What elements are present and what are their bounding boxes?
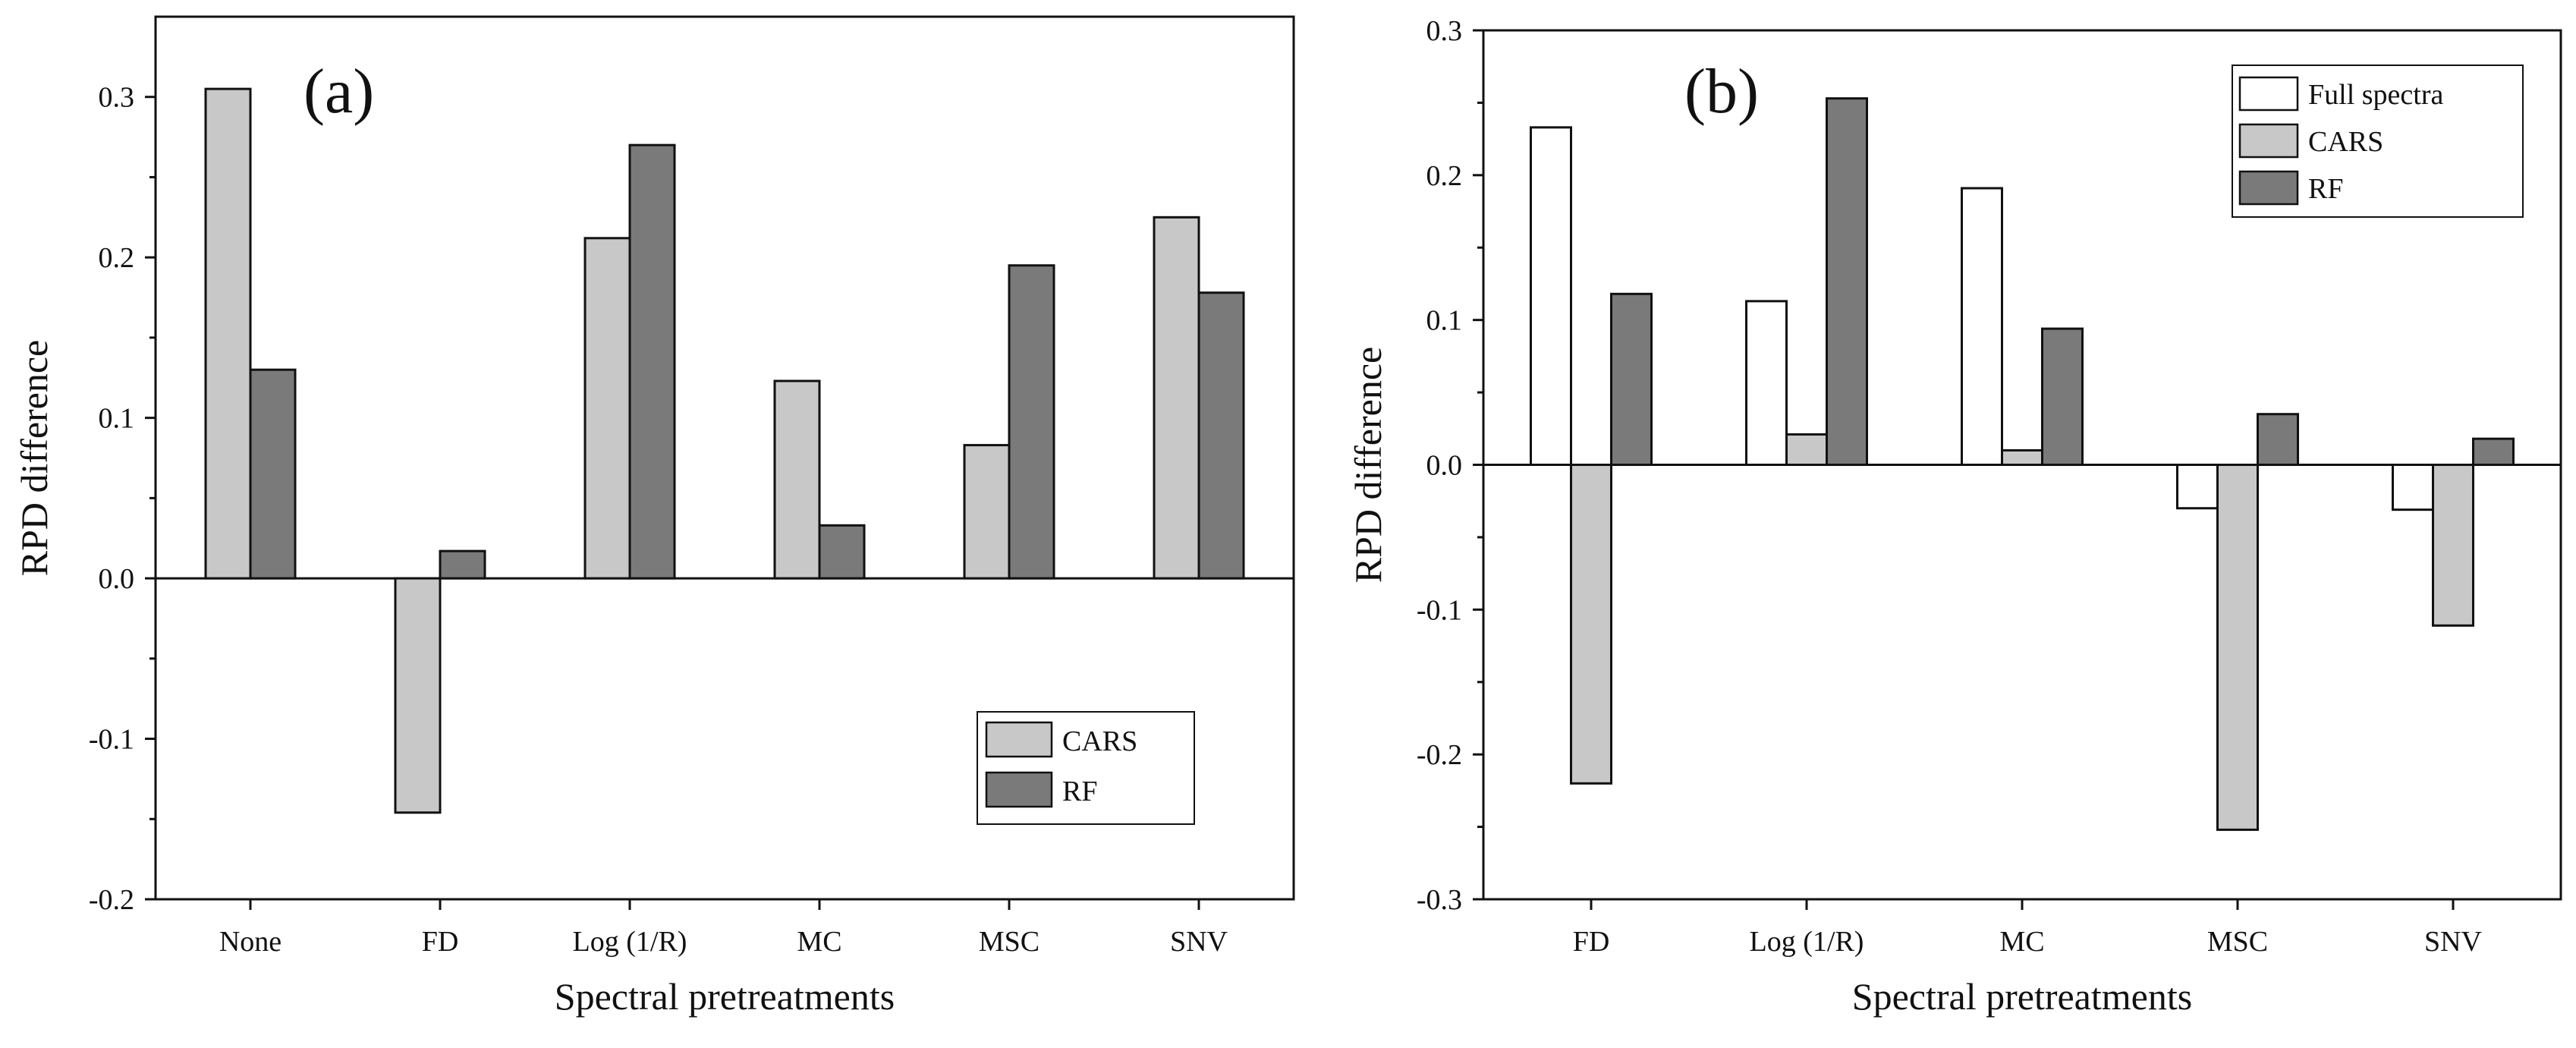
bar-cars-snv — [2432, 464, 2474, 627]
x-tick-label: MSC — [979, 926, 1040, 958]
x-tick-label: MSC — [2207, 926, 2268, 958]
y-tick-label: -0.2 — [1417, 739, 1462, 771]
bar-full-spectra-log-1-r — [1745, 300, 1788, 466]
y-tick-label: 0.2 — [99, 242, 135, 274]
bar-full-spectra-mc — [1961, 187, 2003, 466]
x-tick-label: FD — [422, 926, 459, 958]
bar-rf-mc — [818, 524, 866, 580]
bar-full-spectra-fd — [1530, 126, 1572, 466]
bar-rf-fd — [439, 549, 486, 580]
bar-rf-none — [249, 368, 297, 580]
legend-swatch-rf — [985, 771, 1053, 808]
bar-rf-msc — [1008, 264, 1055, 580]
legend-label-cars: CARS — [2308, 126, 2383, 158]
bar-rf-fd — [1610, 292, 1653, 467]
chart-panel-a: -0.2 -0.1 0.0 0.1 0.2 0.3 None FD Log (1/R) MC MSC… — [13, 15, 1295, 1018]
bar-cars-none — [204, 87, 252, 580]
bar-cars-msc — [2216, 464, 2259, 831]
bar-rf-mc — [2041, 327, 2084, 466]
legend-label-rf: RF — [2308, 173, 2343, 205]
y-tick-label: 0.3 — [99, 82, 135, 114]
x-tick-label: SNV — [2424, 926, 2483, 958]
bar-rf-log-1-r — [628, 143, 676, 580]
panel-label: (a) — [304, 56, 374, 127]
bar-cars-log-1-r — [1785, 433, 1828, 466]
legend-label-rf: RF — [1062, 776, 1097, 807]
panel-label: (b) — [1684, 56, 1759, 127]
legend-label-cars: CARS — [1062, 725, 1137, 757]
bar-cars-mc — [2001, 448, 2043, 467]
legend-swatch-full-spectra — [2238, 76, 2299, 112]
y-axis-title: RPD difference — [1347, 347, 1389, 583]
bar-full-spectra-msc — [2176, 464, 2219, 510]
x-axis-title: Spectral pretreatments — [1852, 975, 2192, 1018]
bar-rf-snv — [2472, 437, 2515, 467]
bar-cars-fd — [1570, 464, 1612, 785]
x-tick-label: Log (1/R) — [573, 926, 687, 958]
legend-label-full-spectra: Full spectra — [2308, 79, 2443, 111]
chart-panel-b: -0.3 -0.2 -0.1 0.0 0.1 0.2 0.3 FD Log (1/R) MC MSC… — [1347, 15, 2562, 1018]
bar-rf-msc — [2257, 413, 2299, 466]
x-tick-label: FD — [1573, 926, 1610, 958]
bar-cars-snv — [1153, 216, 1200, 580]
bar-cars-mc — [773, 379, 821, 580]
x-tick-label: None — [219, 926, 282, 958]
y-tick-label: -0.1 — [1417, 594, 1462, 626]
y-tick-label: -0.1 — [89, 724, 134, 756]
y-tick-label: 0.1 — [99, 403, 135, 435]
bar-cars-msc — [963, 444, 1011, 580]
x-tick-label: MC — [1999, 926, 2044, 958]
y-tick-label: -0.3 — [1417, 884, 1462, 916]
y-tick-label: 0.1 — [1426, 305, 1463, 337]
legend-swatch-cars — [985, 721, 1053, 758]
legend-swatch-rf — [2238, 170, 2299, 206]
x-tick-label: MC — [797, 926, 841, 958]
bar-rf-log-1-r — [1826, 97, 1868, 466]
y-tick-label: 0.3 — [1426, 15, 1463, 47]
legend-swatch-cars — [2238, 123, 2299, 159]
y-tick-label: 0.0 — [99, 563, 135, 595]
bar-rf-snv — [1197, 291, 1245, 580]
y-tick-label: 0.0 — [1426, 450, 1463, 482]
x-tick-label: SNV — [1170, 926, 1228, 958]
y-axis-title: RPD difference — [13, 340, 55, 576]
x-axis-title: Spectral pretreatments — [555, 975, 895, 1018]
bar-full-spectra-snv — [2392, 464, 2434, 511]
bar-cars-fd — [394, 577, 442, 814]
plot-frame — [154, 15, 1295, 901]
legend: CARS RF — [977, 711, 1195, 825]
y-tick-label: -0.2 — [89, 884, 134, 916]
bar-cars-log-1-r — [583, 237, 631, 580]
y-tick-label: 0.2 — [1426, 160, 1463, 192]
x-tick-label: Log (1/R) — [1750, 926, 1864, 958]
legend: Full spectra CARS RF — [2232, 65, 2524, 218]
